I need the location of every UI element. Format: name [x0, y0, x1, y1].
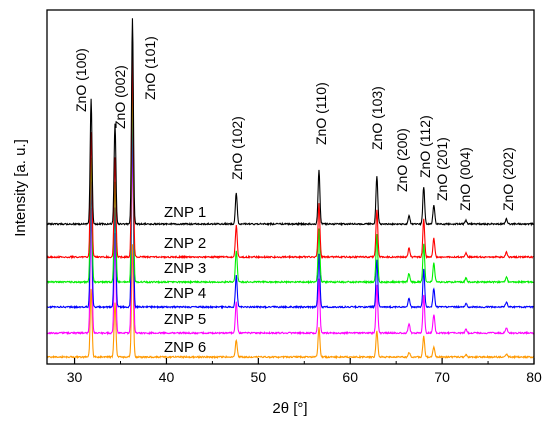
peak-label: ZnO (100) [73, 48, 89, 112]
series-label: ZNP 2 [164, 235, 206, 252]
peak-label: ZnO (002) [112, 65, 128, 129]
peak-label: ZnO (102) [229, 116, 245, 180]
peak-label: ZnO (112) [417, 115, 433, 178]
peak-label: ZnO (110) [313, 82, 329, 145]
peak-label: ZnO (103) [369, 86, 385, 150]
x-tick-label: 80 [526, 369, 542, 385]
series-line [46, 76, 535, 285]
x-tick-label: 30 [67, 369, 83, 385]
x-axis-ticks: 30 40 50 60 70 80 [67, 358, 542, 385]
x-axis-title: 2θ [°] [272, 400, 307, 417]
series-label: ZNP 5 [164, 311, 206, 328]
x-tick-label: 70 [434, 369, 450, 385]
peak-label: ZnO (201) [434, 137, 450, 201]
x-tick-label: 40 [159, 369, 175, 385]
series-traces [46, 18, 535, 360]
plot-frame [46, 9, 535, 365]
peak-labels: ZnO (100) ZnO (002) ZnO (101) ZnO (102) ZnO … [73, 36, 516, 211]
series-line [46, 244, 535, 360]
y-axis-title: Intensity [a. u.] [12, 139, 29, 237]
x-tick-label: 60 [342, 369, 358, 385]
series-label: ZNP 1 [164, 204, 206, 221]
series-line [46, 126, 535, 336]
series-label: ZNP 6 [164, 339, 206, 356]
peak-label: ZnO (200) [394, 128, 410, 192]
series-label: ZNP 4 [164, 285, 206, 302]
peak-label: ZnO (004) [457, 147, 473, 211]
series-line [46, 18, 535, 227]
x-tick-label: 50 [251, 369, 267, 385]
series-label: ZNP 3 [164, 260, 206, 277]
peak-label: ZnO (202) [500, 147, 516, 211]
peak-label: ZnO (101) [142, 36, 158, 100]
series-line [46, 100, 535, 310]
series-line [46, 50, 535, 260]
series-labels: ZNP 1 ZNP 2 ZNP 3 ZNP 4 ZNP 5 ZNP 6 [164, 204, 206, 356]
